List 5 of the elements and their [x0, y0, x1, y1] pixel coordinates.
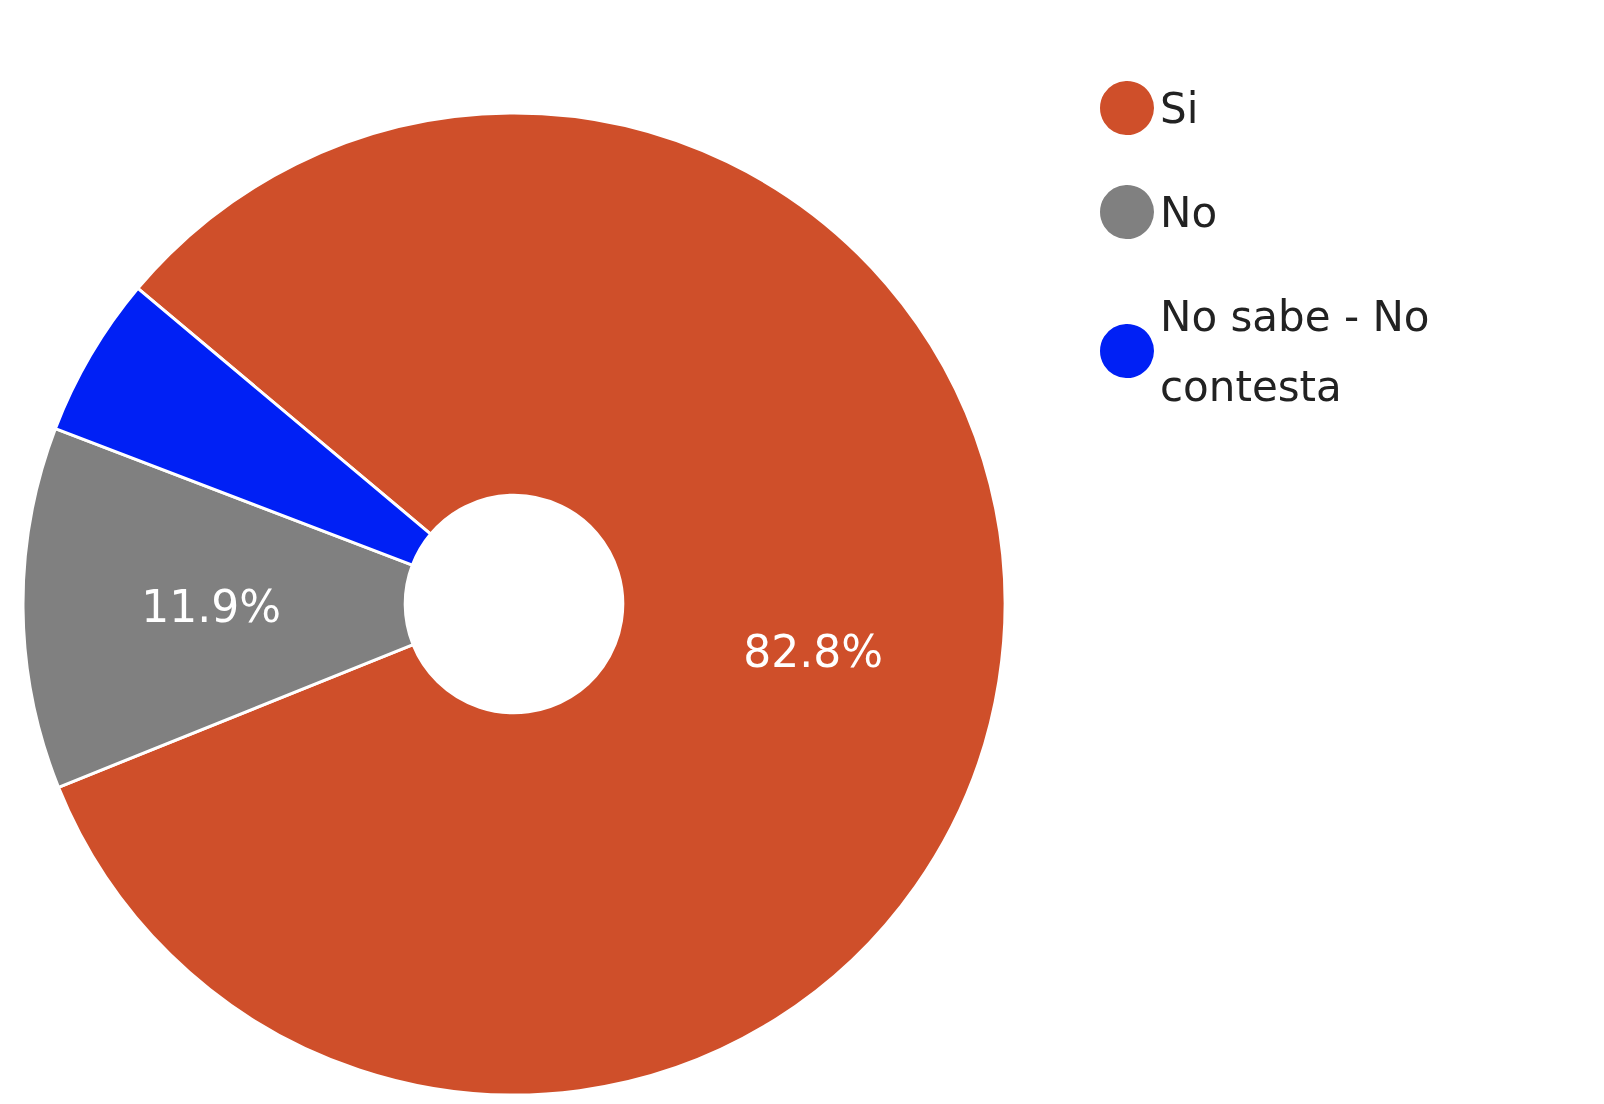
legend-label: Si: [1160, 83, 1199, 133]
legend-label: No: [1160, 187, 1218, 237]
data-label: 82.8%: [743, 626, 884, 678]
legend-label: No sabe - No contesta: [1160, 291, 1443, 411]
data-label: 11.9%: [141, 581, 281, 633]
